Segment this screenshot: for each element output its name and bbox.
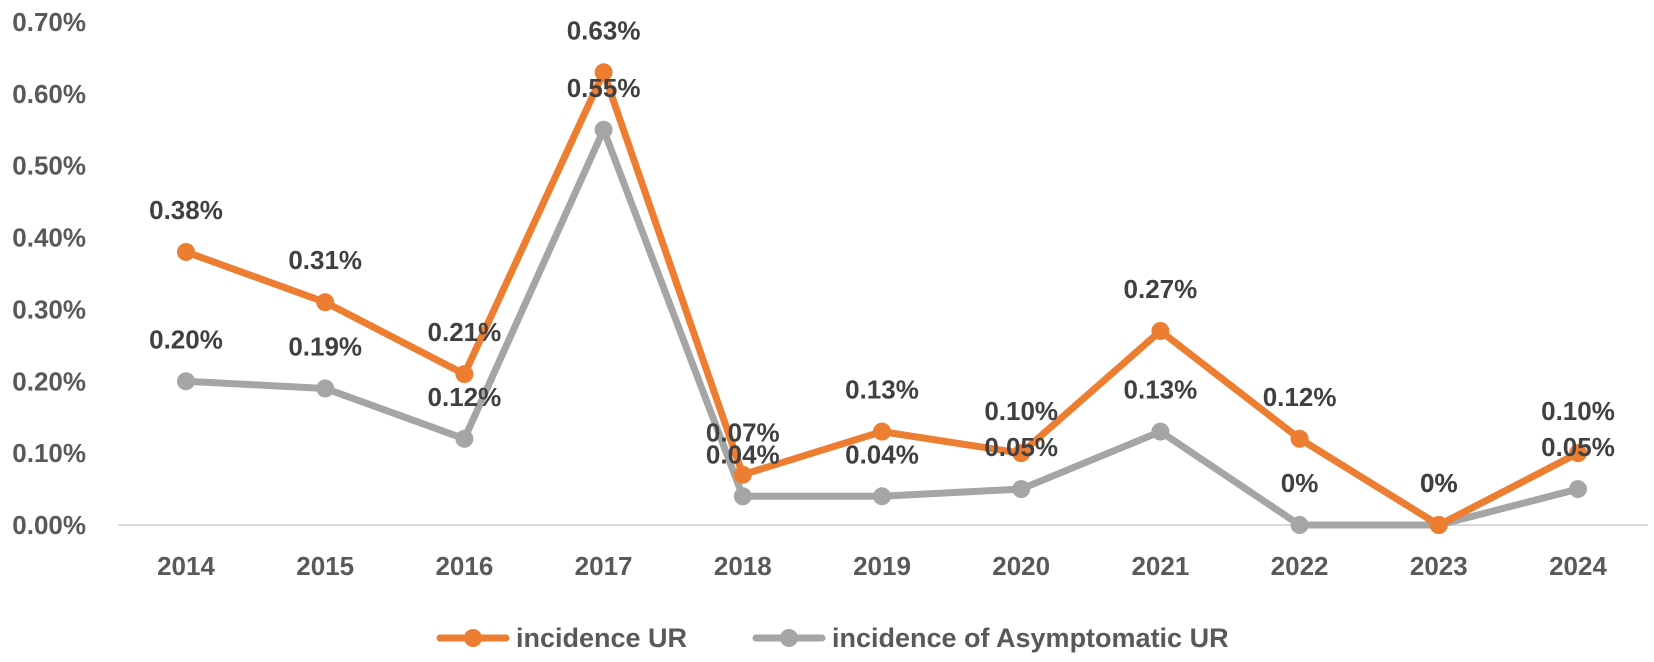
data-label: 0.04% xyxy=(845,439,919,469)
x-tick-label: 2024 xyxy=(1549,551,1607,581)
y-axis: 0.00% 0.10% 0.20% 0.30% 0.40% 0.50% 0.60% 0.70% xyxy=(12,7,86,540)
legend-label: incidence UR xyxy=(516,623,687,653)
y-tick-label: 0.60% xyxy=(12,79,86,109)
data-label: 0.31% xyxy=(288,245,362,275)
x-axis: 2014 2015 2016 2017 2018 2019 2020 2021 2022 2023… xyxy=(118,524,1648,581)
data-point xyxy=(1569,480,1587,499)
y-tick-label: 0.70% xyxy=(12,7,86,37)
x-tick-label: 2019 xyxy=(853,551,911,581)
data-point xyxy=(1569,444,1587,463)
data-point xyxy=(177,372,195,391)
data-label: 0.63% xyxy=(567,15,641,45)
data-point xyxy=(1429,516,1448,534)
data-point xyxy=(873,422,891,441)
data-point xyxy=(733,465,752,484)
data-label: 0.07% xyxy=(706,418,780,448)
data-labels: 0.38% 0.31% 0.21% 0.63% 0.07% 0.13% 0.10% 0.27%… xyxy=(149,15,1615,498)
y-tick-label: 0.00% xyxy=(12,510,86,540)
y-tick-label: 0.40% xyxy=(12,223,86,253)
legend-marker xyxy=(780,629,798,647)
data-point xyxy=(455,429,474,448)
x-tick-label: 2023 xyxy=(1410,551,1468,581)
data-point xyxy=(177,242,195,261)
data-label: 0.13% xyxy=(1124,375,1198,405)
data-point xyxy=(1012,480,1031,499)
data-point xyxy=(873,487,891,506)
x-tick-label: 2022 xyxy=(1271,551,1329,581)
data-label: 0.12% xyxy=(1263,382,1337,412)
y-tick-label: 0.20% xyxy=(12,366,86,396)
y-tick-label: 0.50% xyxy=(12,151,86,181)
legend-label: incidence of Asymptomatic UR xyxy=(832,623,1229,653)
data-point xyxy=(1290,516,1309,534)
data-point xyxy=(1290,429,1309,448)
legend-marker xyxy=(464,629,482,647)
data-point xyxy=(733,487,752,506)
legend: incidence UR incidence of Asymptomatic UR xyxy=(436,623,1229,653)
data-label: 0.05% xyxy=(1541,432,1615,462)
data-label: 0% xyxy=(1420,468,1458,498)
data-label: 0.04% xyxy=(706,439,780,469)
data-label: 0.55% xyxy=(567,73,641,103)
data-label: 0.05% xyxy=(984,432,1058,462)
data-label: 0.20% xyxy=(149,324,223,354)
data-point xyxy=(594,63,613,82)
y-tick-label: 0.30% xyxy=(12,294,86,324)
data-label: 0.21% xyxy=(428,317,502,347)
x-tick-label: 2021 xyxy=(1131,551,1189,581)
data-point xyxy=(1012,444,1031,463)
data-point xyxy=(316,293,335,312)
data-point xyxy=(455,365,474,384)
x-tick-label: 2016 xyxy=(435,551,493,581)
x-tick-label: 2015 xyxy=(296,551,354,581)
x-tick-label: 2014 xyxy=(157,551,215,581)
y-tick-label: 0.10% xyxy=(12,438,86,468)
data-label: 0.10% xyxy=(984,396,1058,426)
data-point xyxy=(1151,422,1170,441)
data-label: 0.19% xyxy=(288,331,362,361)
data-label: 0.13% xyxy=(845,375,919,405)
data-point xyxy=(316,379,335,398)
data-point xyxy=(1151,321,1170,340)
x-tick-label: 2020 xyxy=(992,551,1050,581)
data-label: 0% xyxy=(1281,468,1319,498)
data-label: 0% xyxy=(1420,468,1458,498)
x-tick-label: 2018 xyxy=(714,551,772,581)
data-label: 0.38% xyxy=(149,195,223,225)
series-layer xyxy=(177,63,1587,534)
data-label: 0.10% xyxy=(1541,396,1615,426)
data-point xyxy=(594,120,613,139)
data-label: 0.27% xyxy=(1124,274,1198,304)
x-tick-label: 2017 xyxy=(575,551,633,581)
data-label: 0.12% xyxy=(428,382,502,412)
